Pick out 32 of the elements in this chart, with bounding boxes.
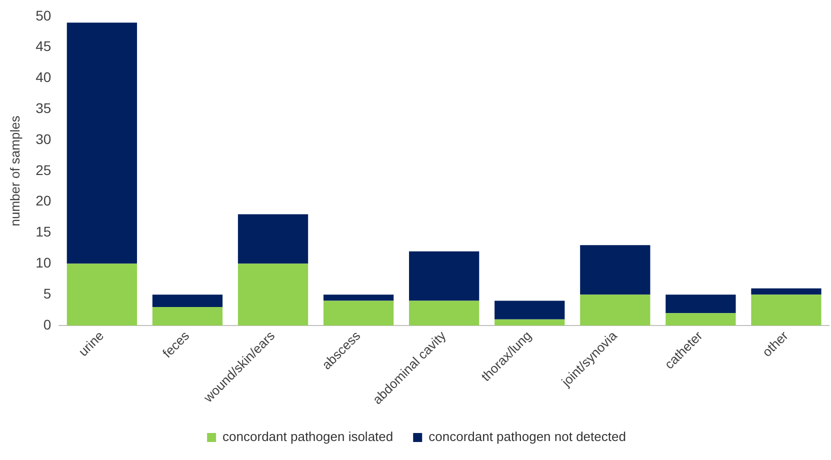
bar [323,300,394,326]
y-tick-label: 15 [36,224,52,240]
y-axis-title: number of samples [7,115,22,226]
bar [666,294,736,314]
bar [66,22,138,264]
y-tick-label: 40 [36,69,52,86]
bar [494,300,565,320]
y-tick-label: 20 [36,192,52,209]
y-tick-label: 45 [36,38,52,54]
y-tick-label: 50 [36,7,52,24]
bar [409,251,480,301]
bar [238,214,308,264]
bar [580,294,650,326]
y-tick-label: 30 [36,130,52,147]
legend-label: concordant pathogen not detected [428,429,626,444]
bar [666,313,736,326]
y-tick-label: 10 [36,254,52,271]
bar [494,319,565,326]
bar [751,294,822,326]
bar [409,300,480,326]
bar [152,294,223,307]
bar [66,264,138,326]
bar [751,288,822,295]
y-tick-label: 5 [43,285,52,302]
bar [323,294,394,301]
y-tick-label: 35 [36,100,52,116]
bar [238,264,308,326]
bar [580,245,650,295]
y-tick-label: 25 [36,162,52,178]
bar [152,306,223,326]
legend-label: concordant pathogen isolated [222,429,394,444]
y-tick-label: 0 [43,316,52,332]
